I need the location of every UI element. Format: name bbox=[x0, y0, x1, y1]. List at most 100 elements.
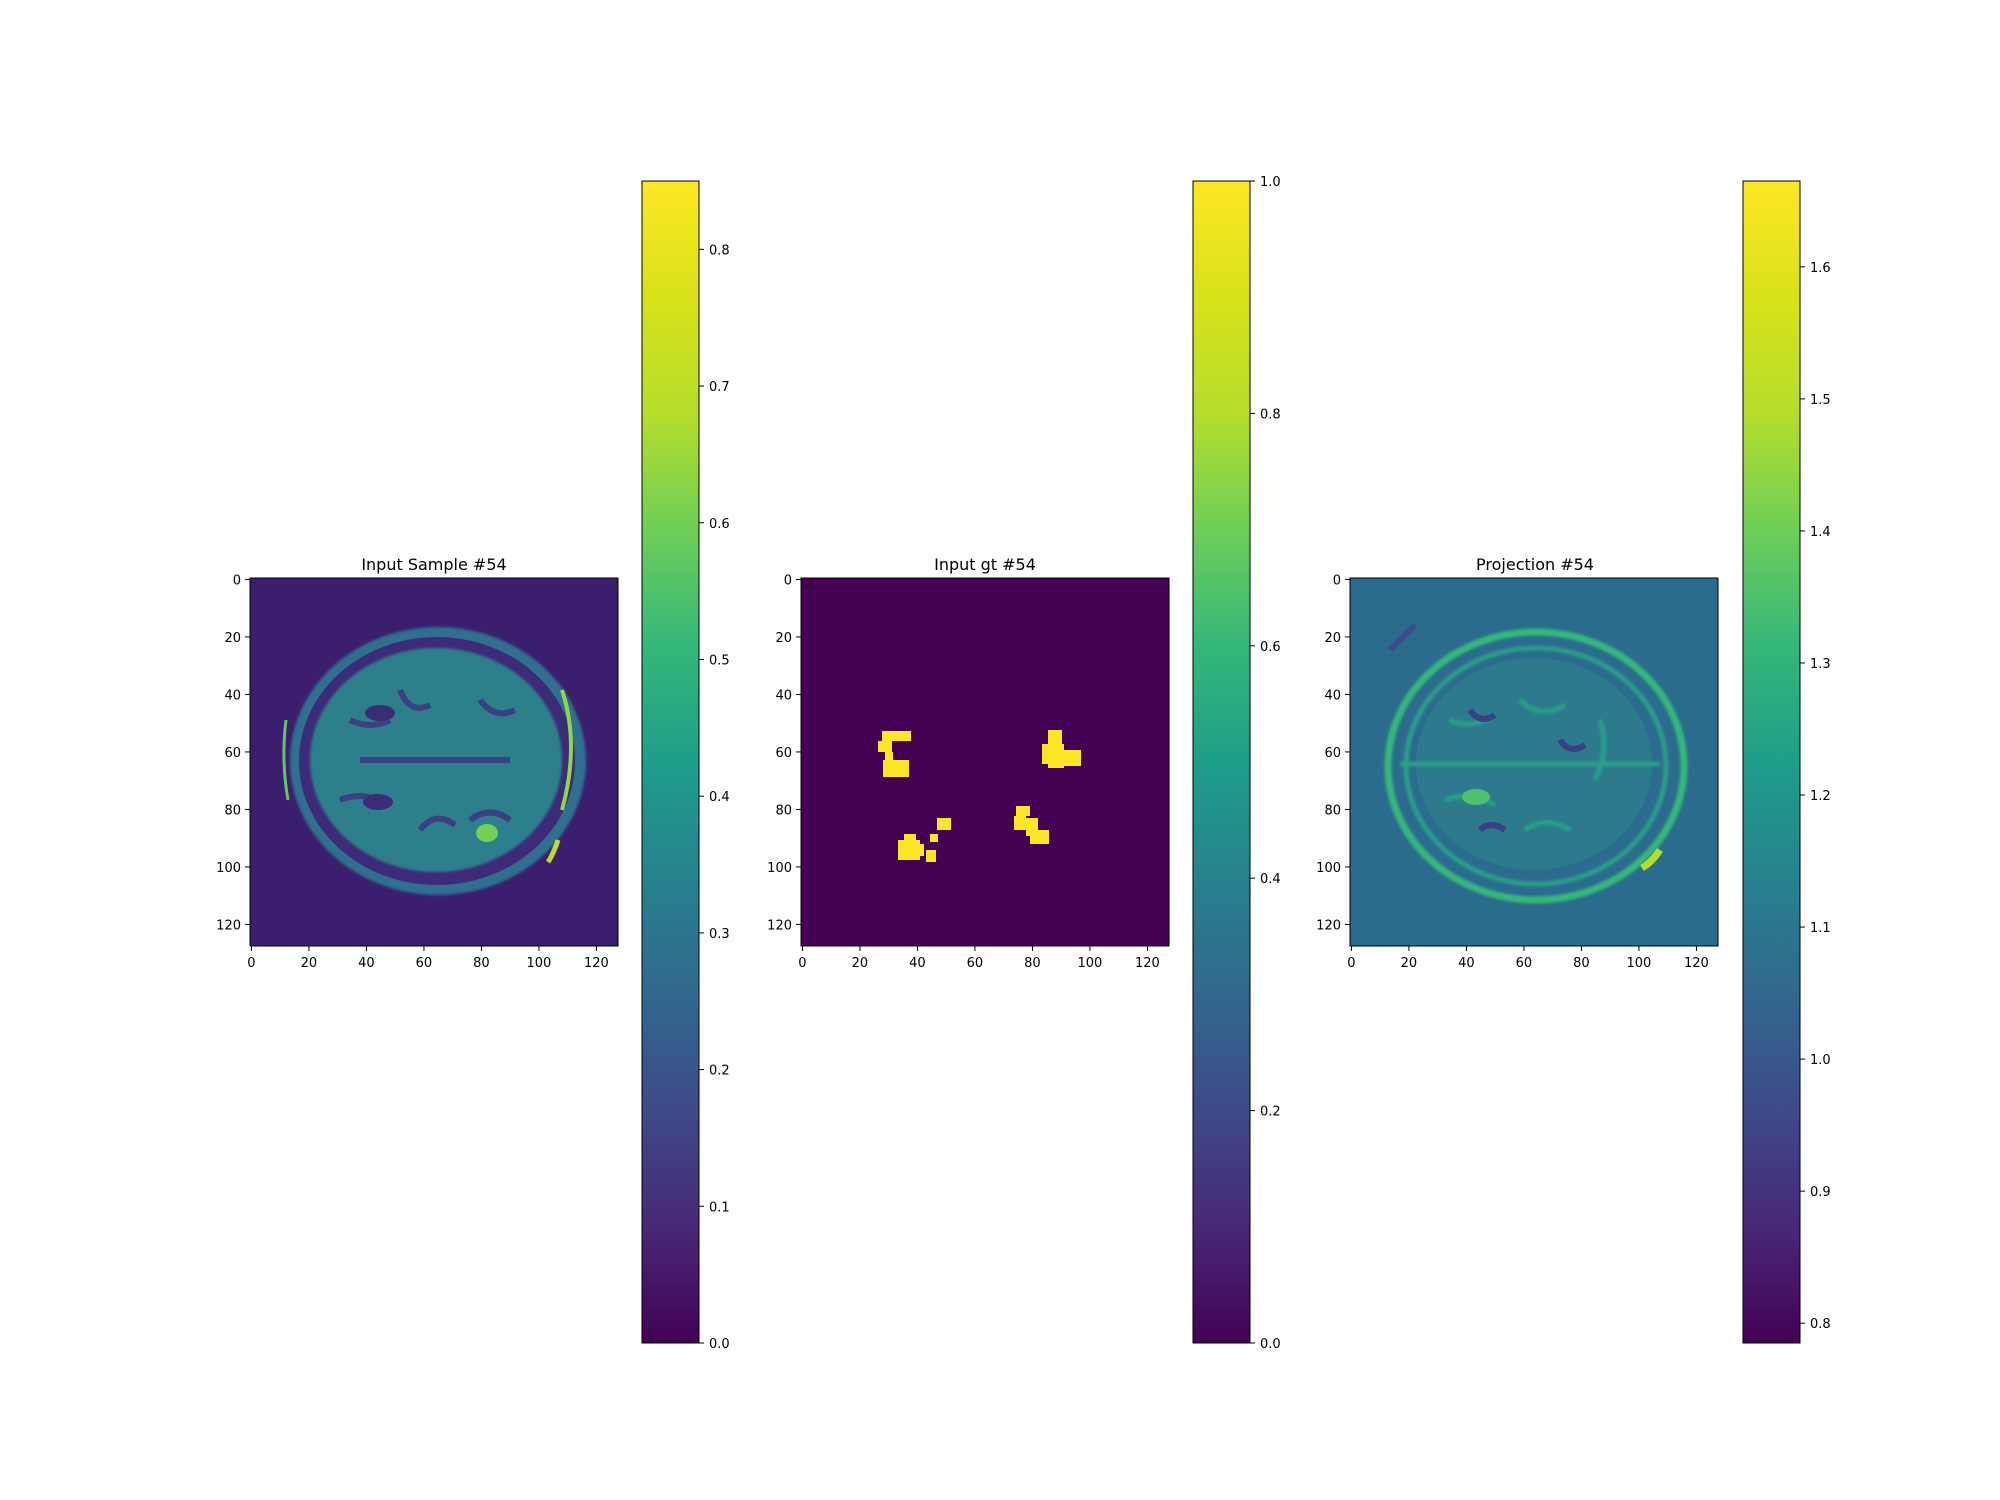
y-tick-label: 80 bbox=[1324, 803, 1341, 818]
y-tick-label: 0 bbox=[784, 573, 792, 588]
y-tick-label: 20 bbox=[1324, 631, 1341, 646]
panel-input-gt: Input gt #54 0 20 40 60 80 100 12 bbox=[767, 175, 1281, 1352]
edge-highlight bbox=[282, 719, 290, 801]
plot-frame bbox=[249, 577, 619, 947]
y-tick-label: 120 bbox=[767, 918, 792, 933]
colorbar-tick-label: 0.8 bbox=[1260, 407, 1281, 422]
edge-highlight bbox=[545, 839, 561, 864]
x-tick-label: 100 bbox=[527, 956, 552, 971]
colorbar-tick-label: 0.7 bbox=[709, 380, 730, 395]
y-tick-label: 80 bbox=[224, 803, 241, 818]
colorbar-gradient bbox=[1192, 180, 1251, 1344]
colorbar-ticks: 0.8 0.9 1.0 1.1 1.2 1.3 1.4 1.5 1.6 bbox=[1800, 261, 1831, 1332]
colorbar: 0.0 0.1 0.2 0.3 0.4 0.5 0.6 0.7 0.8 bbox=[641, 180, 730, 1352]
x-tick-label: 40 bbox=[1458, 956, 1475, 971]
colorbar-tick-label: 0.6 bbox=[1260, 640, 1281, 655]
x-axis: 0 20 40 60 80 100 120 bbox=[1347, 946, 1709, 971]
x-tick-label: 60 bbox=[967, 956, 984, 971]
x-tick-label: 60 bbox=[1516, 956, 1533, 971]
ventricle bbox=[363, 794, 393, 810]
colorbar-tick-label: 1.4 bbox=[1810, 525, 1831, 540]
edge-highlight bbox=[1640, 848, 1663, 872]
mask-image bbox=[801, 578, 1169, 946]
x-tick-label: 0 bbox=[798, 956, 806, 971]
colorbar-tick-label: 0.4 bbox=[709, 790, 730, 805]
lesion-blob bbox=[1042, 730, 1081, 768]
y-axis: 0 20 40 60 80 100 120 bbox=[767, 573, 801, 933]
y-axis: 0 20 40 60 80 100 120 bbox=[1316, 573, 1350, 933]
edge-highlight bbox=[1387, 622, 1418, 653]
lesion-blob bbox=[1014, 806, 1049, 844]
y-tick-label: 20 bbox=[775, 631, 792, 646]
x-tick-label: 120 bbox=[1135, 956, 1160, 971]
colorbar-tick-label: 0.0 bbox=[709, 1337, 730, 1352]
x-tick-label: 100 bbox=[1078, 956, 1103, 971]
x-tick-label: 0 bbox=[1347, 956, 1355, 971]
colorbar-tick-label: 1.3 bbox=[1810, 657, 1831, 672]
colorbar-tick-label: 0.1 bbox=[709, 1200, 730, 1215]
colorbar: 0.8 0.9 1.0 1.1 1.2 1.3 1.4 1.5 1.6 bbox=[1742, 180, 1831, 1344]
colorbar-ticks: 0.0 0.1 0.2 0.3 0.4 0.5 0.6 0.7 0.8 bbox=[699, 243, 730, 1352]
x-tick-label: 40 bbox=[358, 956, 375, 971]
colorbar-tick-label: 1.1 bbox=[1810, 921, 1831, 936]
x-tick-label: 20 bbox=[852, 956, 869, 971]
lesion-blob bbox=[878, 731, 911, 777]
y-tick-label: 80 bbox=[775, 803, 792, 818]
dark-patches bbox=[1467, 708, 1587, 833]
colorbar-tick-label: 0.2 bbox=[1260, 1105, 1281, 1120]
colorbar-tick-label: 1.0 bbox=[1810, 1053, 1831, 1068]
y-tick-label: 100 bbox=[767, 861, 792, 876]
colorbar-tick-label: 0.8 bbox=[1810, 1317, 1831, 1332]
y-tick-label: 40 bbox=[224, 688, 241, 703]
x-tick-label: 80 bbox=[1573, 956, 1590, 971]
hot-spot bbox=[1462, 789, 1490, 805]
panel-title: Input gt #54 bbox=[934, 555, 1036, 574]
x-tick-label: 40 bbox=[909, 956, 926, 971]
panel-title: Projection #54 bbox=[1476, 555, 1594, 574]
colorbar-gradient bbox=[641, 180, 700, 1344]
colorbar-tick-label: 0.6 bbox=[709, 517, 730, 532]
lesion-highlight bbox=[476, 824, 498, 842]
colorbar-tick-label: 1.0 bbox=[1260, 175, 1281, 190]
y-tick-label: 120 bbox=[216, 918, 241, 933]
colorbar-tick-label: 0.8 bbox=[709, 243, 730, 258]
y-tick-label: 60 bbox=[775, 746, 792, 761]
mri-image bbox=[250, 578, 618, 946]
panel-projection: Projection #54 0 20 40 60 80 100 120 0 20 40 60 80… bbox=[1316, 180, 1831, 1344]
edge-highlight bbox=[560, 689, 573, 811]
x-tick-label: 20 bbox=[1401, 956, 1418, 971]
panel-title: Input Sample #54 bbox=[361, 555, 506, 574]
colorbar-tick-label: 0.9 bbox=[1810, 1185, 1831, 1200]
image-background bbox=[801, 578, 1169, 946]
ventricle bbox=[365, 705, 395, 721]
colorbar-gradient bbox=[1742, 180, 1801, 1344]
x-axis: 0 20 40 60 80 100 120 bbox=[247, 946, 609, 971]
colorbar-tick-label: 0.3 bbox=[709, 927, 730, 942]
x-tick-label: 80 bbox=[473, 956, 490, 971]
x-tick-label: 80 bbox=[1024, 956, 1041, 971]
colorbar-tick-label: 0.5 bbox=[709, 653, 730, 668]
plot-frame bbox=[1349, 577, 1719, 947]
y-tick-label: 0 bbox=[1333, 573, 1341, 588]
x-tick-label: 100 bbox=[1627, 956, 1652, 971]
colorbar-tick-label: 0.4 bbox=[1260, 872, 1281, 887]
colorbar-ticks: 0.0 0.2 0.4 0.6 0.8 1.0 bbox=[1250, 175, 1281, 1352]
y-axis: 0 20 40 60 80 100 120 bbox=[216, 573, 250, 933]
y-tick-label: 100 bbox=[1316, 861, 1341, 876]
colorbar-tick-label: 1.6 bbox=[1810, 261, 1831, 276]
x-axis: 0 20 40 60 80 100 120 bbox=[798, 946, 1160, 971]
y-tick-label: 100 bbox=[216, 861, 241, 876]
y-tick-label: 60 bbox=[224, 746, 241, 761]
colorbar-tick-label: 0.2 bbox=[709, 1064, 730, 1079]
projection-image bbox=[1350, 578, 1718, 946]
x-tick-label: 60 bbox=[416, 956, 433, 971]
plot-frame bbox=[800, 577, 1170, 947]
y-tick-label: 40 bbox=[775, 688, 792, 703]
y-tick-label: 0 bbox=[233, 573, 241, 588]
colorbar-tick-label: 0.0 bbox=[1260, 1337, 1281, 1352]
sulci bbox=[338, 688, 517, 832]
colorbar: 0.0 0.2 0.4 0.6 0.8 1.0 bbox=[1192, 175, 1281, 1352]
panel-input-sample: Input Sample #54 0 20 40 60 80 100 120 0 20 40 60… bbox=[216, 180, 730, 1352]
y-tick-label: 60 bbox=[1324, 746, 1341, 761]
x-tick-label: 0 bbox=[247, 956, 255, 971]
